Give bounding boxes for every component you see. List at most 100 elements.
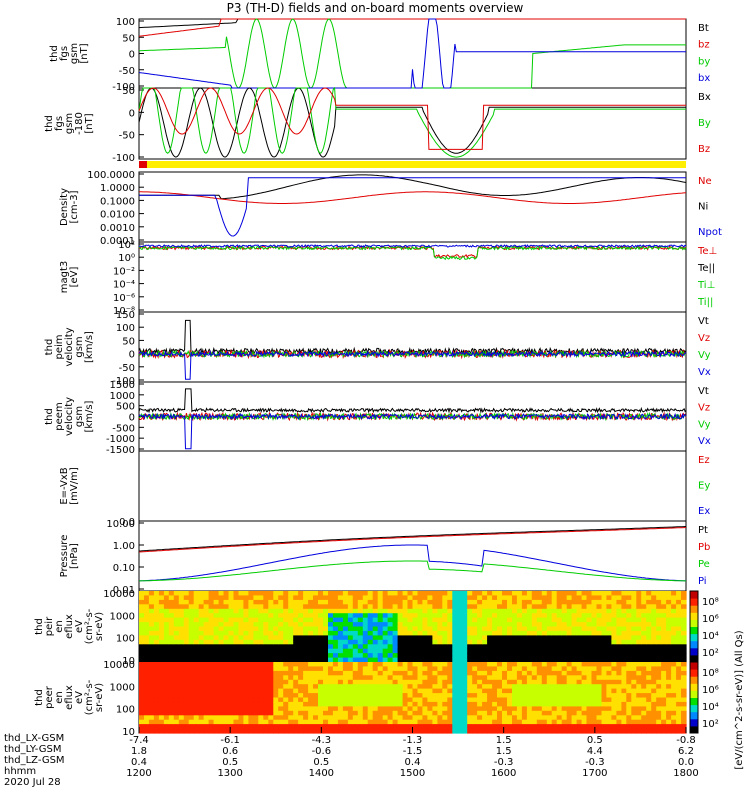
spectrogram-cell [318, 613, 324, 619]
spectrogram-cell [621, 657, 627, 663]
spectrogram-cell [208, 710, 215, 716]
spectrogram-cell [566, 684, 573, 690]
spectrogram-cell [601, 617, 608, 623]
spectrogram-cell [656, 648, 662, 654]
spectrogram-cell [586, 684, 593, 690]
spectrogram-cell [556, 701, 563, 707]
spectrogram-cell [148, 688, 155, 694]
spectrogram-cell [178, 670, 185, 676]
spectrogram-cell [183, 644, 190, 650]
spectrogram-cell [218, 693, 225, 699]
spectrogram-cell [367, 595, 374, 601]
colorbar-segment [690, 612, 698, 620]
spectrogram-cell [218, 724, 225, 730]
spectrogram-cell [437, 657, 443, 663]
spectrogram-cell [427, 697, 433, 703]
spectrogram-cell [352, 684, 359, 690]
spectrogram-cell [606, 617, 612, 623]
spectrogram-cell [193, 679, 200, 685]
x-axis-value: 1.5 [496, 735, 512, 746]
spectrogram-cell [223, 599, 230, 605]
spectrogram-cell [626, 648, 632, 654]
y-tick-label: 0.0001 [100, 236, 135, 247]
spectrogram-cell [521, 719, 528, 725]
spectrogram-cell [278, 684, 284, 690]
spectrogram-cell [392, 719, 399, 725]
spectrogram-cell [437, 666, 443, 672]
spectrogram-cell [158, 599, 165, 605]
spectrogram-cell [332, 595, 339, 601]
spectrogram-cell [656, 613, 662, 619]
spectrogram-cell [203, 648, 210, 654]
spectrogram-cell [566, 648, 573, 654]
spectrogram-cell [427, 719, 433, 725]
spectrogram-cell [303, 639, 309, 645]
spectrogram-cell [139, 599, 145, 605]
spectrogram-cell [139, 693, 145, 699]
spectrogram-cell [457, 644, 463, 650]
spectrogram-cell [437, 613, 443, 619]
spectrogram-cell [308, 697, 314, 703]
spectrogram-cell [198, 635, 205, 641]
spectrogram-cell [253, 613, 259, 619]
spectrogram-cell [218, 710, 225, 716]
spectrogram-cell [497, 715, 503, 721]
spectrogram-cell [193, 684, 200, 690]
spectrogram-cell [203, 635, 210, 641]
spectrogram-cell [467, 706, 473, 712]
spectrogram-cell [681, 644, 687, 650]
spectrogram-cell [671, 648, 677, 654]
spectrogram-cell [591, 684, 598, 690]
spectrogram-cell [318, 724, 324, 730]
spectrogram-cell [656, 670, 662, 676]
spectrogram-cell [507, 622, 513, 628]
spectrogram-cell [636, 626, 642, 632]
spectrogram-cell [427, 653, 433, 659]
spectrogram-cell [342, 684, 349, 690]
spectrogram-cell [636, 706, 642, 712]
spectrogram-cell [268, 724, 274, 730]
y-tick-label: 100.0000 [87, 170, 135, 181]
spectrogram-cell [512, 728, 518, 734]
spectrogram-cell [521, 653, 528, 659]
spectrogram-cell [516, 635, 523, 641]
spectrogram-cell [631, 693, 637, 699]
spectrogram-cell [442, 653, 448, 659]
spectrogram-cell [412, 604, 419, 610]
spectrogram-cell [521, 693, 528, 699]
spectrogram-cell [462, 662, 468, 667]
spectrogram-cell [487, 591, 493, 596]
spectrogram-cell [427, 635, 433, 641]
spectrogram-cell [407, 719, 414, 725]
spectrogram-cell [462, 604, 468, 610]
spectrogram-cell [293, 622, 299, 628]
spectrogram-cell [482, 639, 488, 645]
spectrogram-cell [581, 599, 588, 605]
spectrogram-cell [477, 710, 483, 716]
series-Pi [139, 544, 686, 582]
spectrogram-cell [208, 657, 215, 663]
spectrogram-cell [347, 715, 354, 721]
spectrogram-cell [417, 701, 424, 707]
spectrogram-cell [253, 622, 259, 628]
spectrogram-cell [412, 648, 419, 654]
spectrogram-cell [313, 719, 319, 725]
spectrogram-cell [288, 626, 294, 632]
spectrogram-cell [631, 679, 637, 685]
spectrogram-cell [482, 617, 488, 623]
spectrogram-cell [397, 657, 404, 663]
spectrogram-cell [148, 697, 155, 703]
spectrogram-cell [447, 701, 453, 707]
spectrogram-cell [332, 675, 339, 681]
spectrogram-cell [586, 630, 593, 636]
spectrogram-cell [372, 599, 379, 605]
spectrogram-cell [526, 648, 533, 654]
spectrogram-cell [308, 670, 314, 676]
spectrogram-cell [402, 639, 409, 645]
spectrogram-cell [497, 710, 503, 716]
spectrogram-cell [362, 679, 369, 685]
y-tick-label: 100 [116, 323, 135, 334]
spectrogram-cell [561, 706, 568, 712]
spectrogram-cell [288, 719, 294, 725]
spectrogram-cell [452, 622, 458, 628]
